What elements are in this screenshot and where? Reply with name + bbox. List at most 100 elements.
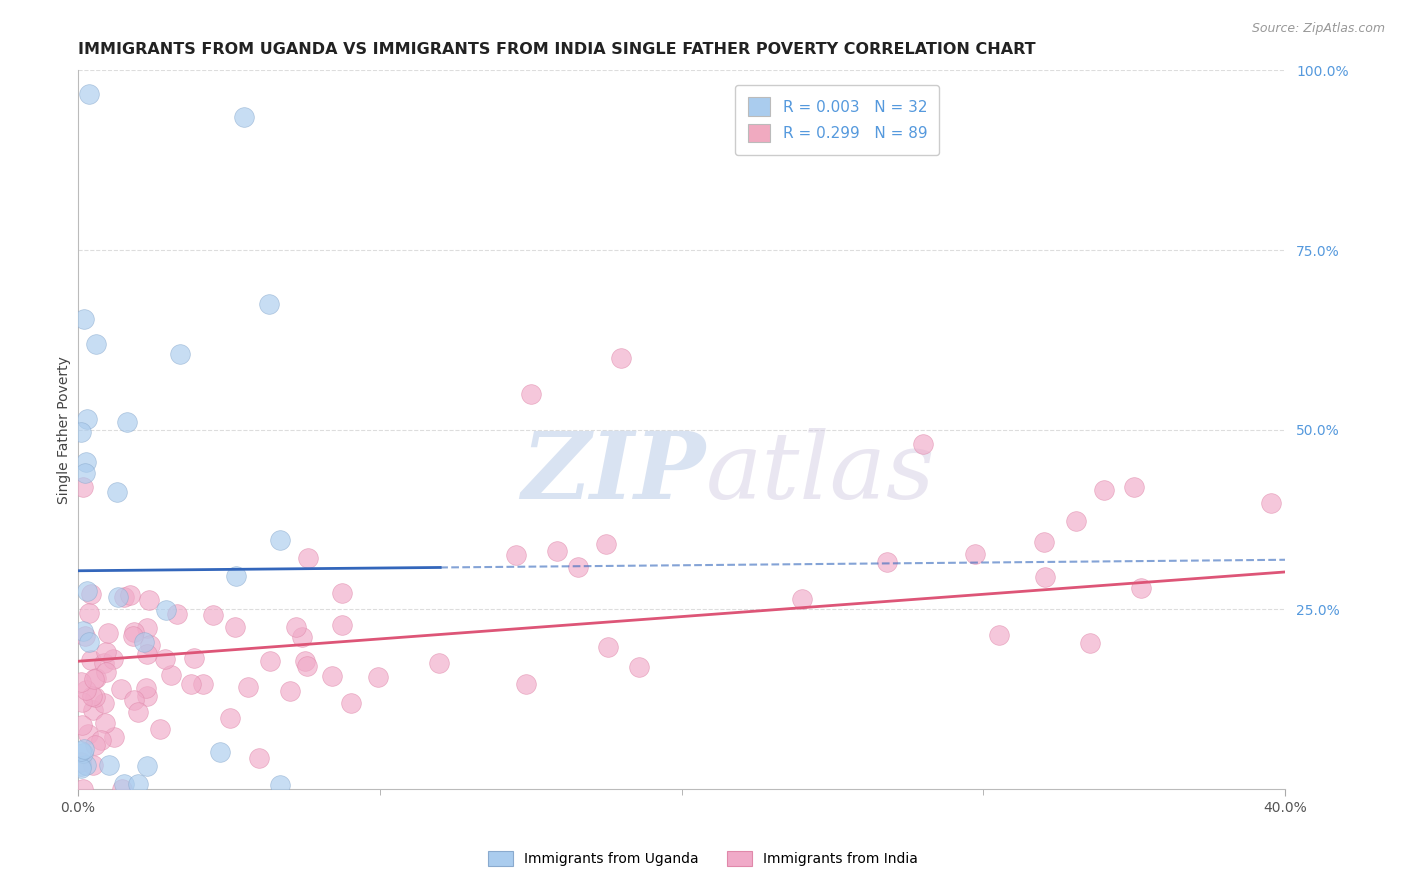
Point bbox=[70, 761, 93, 775]
Point bbox=[93, 657, 115, 671]
Point bbox=[1260, 496, 1282, 510]
Point bbox=[155, 602, 177, 616]
Point bbox=[1078, 636, 1101, 650]
Point bbox=[340, 696, 363, 710]
Point bbox=[201, 607, 224, 622]
Point bbox=[70, 425, 93, 440]
Point bbox=[183, 651, 205, 665]
Point bbox=[83, 739, 105, 753]
Point bbox=[595, 537, 617, 551]
Text: ZIP: ZIP bbox=[522, 427, 706, 517]
Point bbox=[94, 645, 117, 659]
Point bbox=[75, 454, 97, 468]
Point bbox=[259, 654, 281, 668]
Point bbox=[135, 758, 157, 772]
Point bbox=[515, 676, 537, 690]
Point bbox=[278, 684, 301, 698]
Point bbox=[427, 657, 450, 671]
Point bbox=[1092, 483, 1115, 498]
Point bbox=[332, 586, 354, 600]
Point bbox=[295, 658, 318, 673]
Point bbox=[232, 110, 254, 124]
Point bbox=[82, 703, 104, 717]
Point bbox=[294, 654, 316, 668]
Point bbox=[76, 584, 98, 599]
Text: Source: ZipAtlas.com: Source: ZipAtlas.com bbox=[1251, 22, 1385, 36]
Point bbox=[127, 706, 149, 720]
Point bbox=[269, 533, 291, 547]
Point bbox=[70, 759, 93, 773]
Point bbox=[84, 690, 107, 704]
Point bbox=[285, 620, 308, 634]
Point bbox=[1129, 581, 1152, 595]
Point bbox=[70, 718, 93, 732]
Point bbox=[75, 682, 97, 697]
Point bbox=[792, 592, 814, 607]
Legend: R = 0.003   N = 32, R = 0.299   N = 89: R = 0.003 N = 32, R = 0.299 N = 89 bbox=[735, 86, 939, 154]
Point bbox=[110, 681, 132, 696]
Point bbox=[505, 548, 527, 562]
Point bbox=[93, 696, 115, 710]
Point bbox=[84, 671, 107, 685]
Legend: Immigrants from Uganda, Immigrants from India: Immigrants from Uganda, Immigrants from … bbox=[482, 846, 924, 871]
Point bbox=[75, 629, 97, 643]
Point bbox=[209, 745, 232, 759]
Point bbox=[330, 618, 353, 632]
Point bbox=[72, 741, 94, 756]
Point bbox=[596, 640, 619, 654]
Point bbox=[72, 624, 94, 638]
Point bbox=[90, 733, 112, 747]
Point bbox=[97, 757, 120, 772]
Point bbox=[1032, 535, 1054, 549]
Point bbox=[367, 670, 389, 684]
Point bbox=[135, 681, 157, 696]
Point bbox=[987, 628, 1010, 642]
Point bbox=[80, 653, 103, 667]
Point bbox=[291, 630, 314, 644]
Point bbox=[111, 781, 134, 796]
Point bbox=[72, 781, 94, 796]
Point bbox=[180, 677, 202, 691]
Point bbox=[97, 626, 120, 640]
Point bbox=[297, 551, 319, 566]
Point bbox=[225, 569, 247, 583]
Point bbox=[72, 746, 94, 760]
Point bbox=[610, 351, 633, 365]
Point bbox=[911, 437, 934, 451]
Point bbox=[269, 779, 291, 793]
Point bbox=[86, 336, 108, 351]
Point bbox=[83, 672, 105, 686]
Point bbox=[77, 727, 100, 741]
Point bbox=[122, 693, 145, 707]
Point bbox=[132, 635, 155, 649]
Point bbox=[75, 758, 97, 772]
Point bbox=[70, 743, 93, 757]
Point bbox=[107, 590, 129, 604]
Point bbox=[224, 620, 246, 634]
Point bbox=[567, 560, 589, 574]
Point bbox=[75, 466, 97, 480]
Point bbox=[70, 674, 93, 689]
Point bbox=[79, 634, 101, 648]
Point bbox=[122, 625, 145, 640]
Point bbox=[965, 547, 987, 561]
Point bbox=[101, 652, 124, 666]
Point bbox=[96, 665, 118, 679]
Point bbox=[70, 755, 93, 769]
Point bbox=[77, 87, 100, 101]
Point bbox=[135, 647, 157, 661]
Point bbox=[103, 730, 125, 744]
Point bbox=[72, 480, 94, 494]
Point bbox=[94, 716, 117, 731]
Point bbox=[519, 386, 541, 401]
Point bbox=[82, 758, 104, 772]
Point bbox=[149, 723, 172, 737]
Point bbox=[73, 312, 96, 326]
Point bbox=[628, 660, 651, 674]
Point bbox=[218, 711, 240, 725]
Text: atlas: atlas bbox=[706, 427, 935, 517]
Point bbox=[138, 638, 160, 652]
Point bbox=[136, 621, 159, 635]
Point bbox=[112, 591, 135, 605]
Point bbox=[136, 690, 159, 704]
